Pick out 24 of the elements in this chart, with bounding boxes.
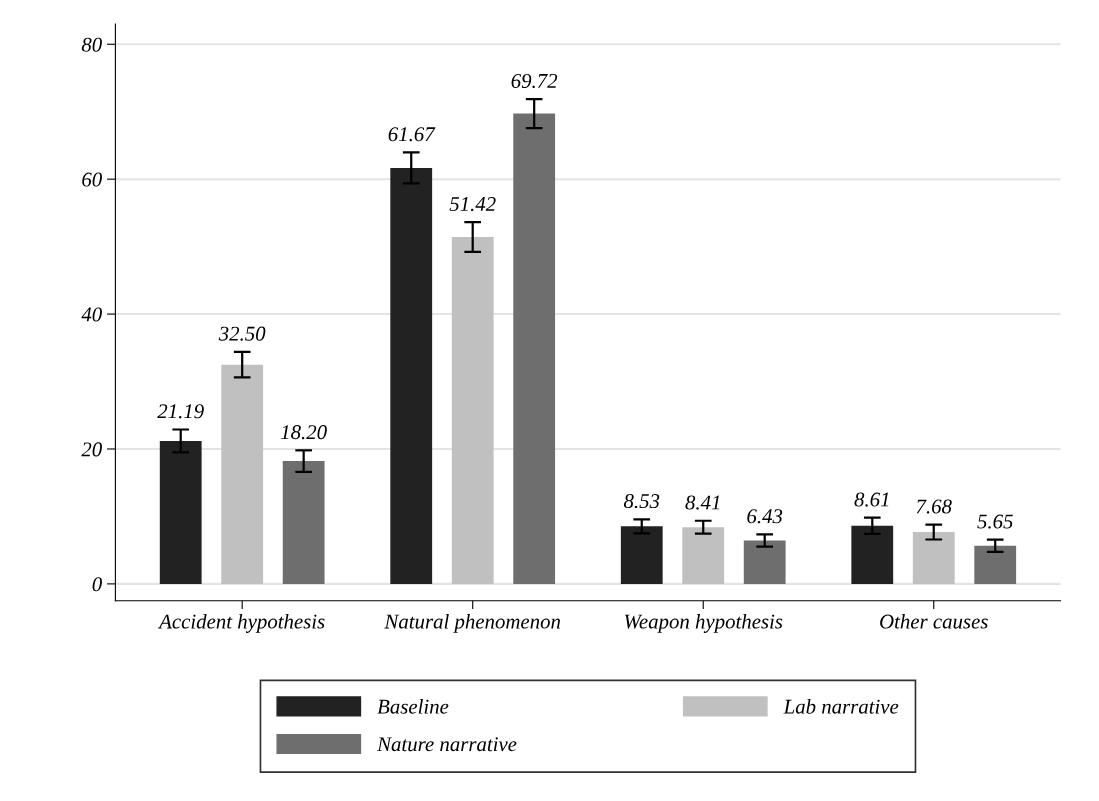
- legend-label: Nature narrative: [376, 737, 517, 752]
- data-label: 6.43: [747, 509, 783, 524]
- x-tick-label: Weapon hypothesis: [624, 613, 783, 633]
- data-label: 32.50: [218, 326, 266, 341]
- data-label: 69.72: [511, 73, 558, 89]
- y-tick-label: 80: [81, 37, 102, 52]
- data-label: 8.41: [685, 495, 720, 510]
- data-label: 51.42: [449, 197, 496, 212]
- data-label: 21.19: [157, 404, 204, 419]
- x-tick-label: Natural phenomenon: [384, 613, 561, 633]
- data-label: 7.68: [916, 499, 952, 514]
- x-tick-label: Other causes: [880, 613, 988, 629]
- y-tick-label: 20: [81, 442, 102, 457]
- legend-label: Lab narrative: [783, 699, 899, 714]
- data-label: 5.65: [977, 514, 1013, 529]
- y-tick-label: 0: [92, 577, 102, 592]
- legend-label: Baseline: [377, 699, 449, 714]
- data-label: 8.61: [854, 492, 889, 507]
- y-tick-label: 40: [81, 307, 102, 322]
- x-tick-label: Accident hypothesis: [158, 613, 325, 633]
- data-label: 18.20: [280, 425, 327, 440]
- data-label: 61.67: [388, 127, 436, 142]
- y-tick-label: 60: [82, 172, 102, 187]
- data-label: 8.53: [623, 494, 660, 509]
